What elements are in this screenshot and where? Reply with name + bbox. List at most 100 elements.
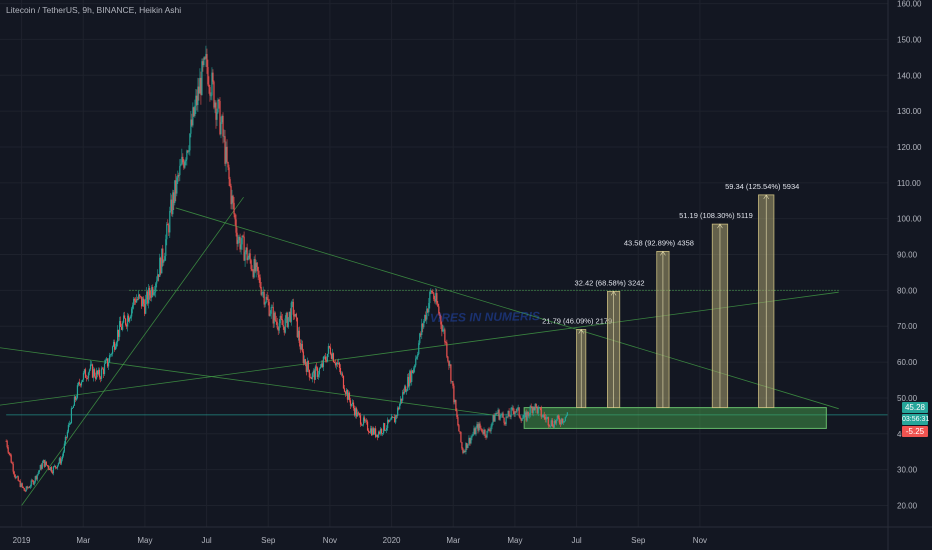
target-arrow-head: [763, 194, 769, 200]
candle-body: [407, 377, 409, 391]
candle-body: [141, 296, 143, 307]
candle-body: [473, 428, 475, 435]
candle-body: [146, 291, 148, 300]
target-arrow-head: [578, 328, 584, 334]
candle-body: [481, 428, 483, 433]
y-axis[interactable]: 20.0030.0040.0050.0060.0070.0080.0090.00…: [887, 0, 922, 550]
candle-body: [469, 437, 471, 444]
candle-body: [335, 362, 338, 366]
candle-body: [451, 381, 453, 382]
candle-body: [209, 87, 211, 96]
candle-body: [278, 323, 280, 331]
candle-body: [480, 427, 482, 429]
candle-body: [387, 419, 389, 429]
candle-body: [243, 236, 245, 261]
target-projections: 21.79 (46.09%) 2179 32.42 (68.58%) 3242 43…: [542, 182, 799, 409]
x-tick-label: Jul: [571, 536, 581, 545]
target-label: 59.34 (125.54%) 5934: [725, 182, 799, 191]
candle-body: [363, 417, 366, 422]
candle-body: [290, 302, 292, 322]
candle-body: [338, 362, 341, 368]
candle-body: [397, 407, 399, 416]
candle-body: [123, 315, 125, 323]
candle-body: [139, 294, 141, 297]
candle-body: [479, 423, 481, 428]
candle-body: [198, 86, 200, 94]
candle-body: [446, 342, 448, 357]
candle-body: [24, 490, 26, 492]
candle-body: [215, 102, 217, 120]
candle-body: [68, 423, 71, 425]
candle-body: [127, 315, 129, 327]
candle-body: [312, 370, 314, 374]
candle-body: [182, 156, 184, 163]
candle-body: [550, 420, 552, 426]
candle-body: [565, 415, 567, 417]
candle-body: [169, 210, 171, 233]
candle-body: [351, 402, 354, 405]
candle-body: [140, 296, 142, 298]
candle-body: [101, 368, 104, 370]
candle-body: [251, 268, 253, 271]
candle-body: [247, 257, 249, 261]
candle-body: [51, 471, 53, 474]
candle-body: [501, 413, 503, 415]
candle-body: [48, 468, 50, 471]
candle-body: [518, 407, 520, 417]
candle-body: [381, 428, 383, 434]
candle-body: [246, 247, 248, 261]
candle-body: [409, 371, 411, 387]
candle-body: [292, 301, 294, 315]
candle-body: [445, 342, 447, 343]
candle-body: [462, 448, 464, 453]
x-axis[interactable]: 2019 Mar May Jul Sep Nov 2020 Mar May Jul Sep Nov: [0, 526, 932, 545]
candle-body: [22, 486, 24, 488]
candle-body: [208, 84, 210, 88]
candle-body: [171, 199, 173, 215]
candle-body: [44, 461, 46, 467]
candle-body: [434, 299, 436, 302]
trendline: [0, 347, 500, 417]
candle-body: [27, 487, 29, 489]
candle-body: [406, 390, 408, 392]
grid: [0, 0, 888, 527]
candle-body: [147, 291, 149, 304]
candle-body: [232, 195, 234, 203]
candle-body: [309, 377, 311, 379]
candle-body: [489, 430, 491, 432]
trendline: [175, 207, 839, 410]
candle-body: [280, 315, 282, 319]
candle-body: [283, 326, 285, 333]
candle-body: [196, 95, 198, 106]
candle-body: [455, 399, 457, 411]
candle-body: [81, 379, 84, 382]
candle-body: [273, 312, 275, 324]
candle-body: [203, 57, 205, 66]
candle-body: [332, 353, 335, 362]
candle-body: [90, 364, 93, 366]
candle-body: [316, 367, 318, 377]
candle-body: [413, 368, 415, 374]
candle-body: [253, 259, 255, 278]
candle-body: [89, 364, 92, 370]
candle-body: [164, 256, 166, 262]
candle-body: [472, 434, 474, 436]
candle-body: [315, 366, 317, 368]
candle-body: [163, 261, 165, 263]
candle-body: [47, 465, 49, 469]
candle-body: [414, 365, 416, 369]
candle-body: [506, 416, 508, 418]
candle-body: [459, 431, 461, 433]
candle-body: [93, 369, 96, 377]
candle-body: [552, 426, 554, 428]
candle-body: [115, 342, 118, 347]
candle-body: [423, 321, 425, 328]
candle-body: [11, 462, 13, 464]
candle-body: [346, 389, 349, 400]
candle-body: [13, 471, 15, 475]
candle-body: [495, 413, 497, 416]
candle-body: [454, 399, 456, 403]
candle-body: [390, 419, 392, 421]
candle-body: [308, 369, 310, 378]
